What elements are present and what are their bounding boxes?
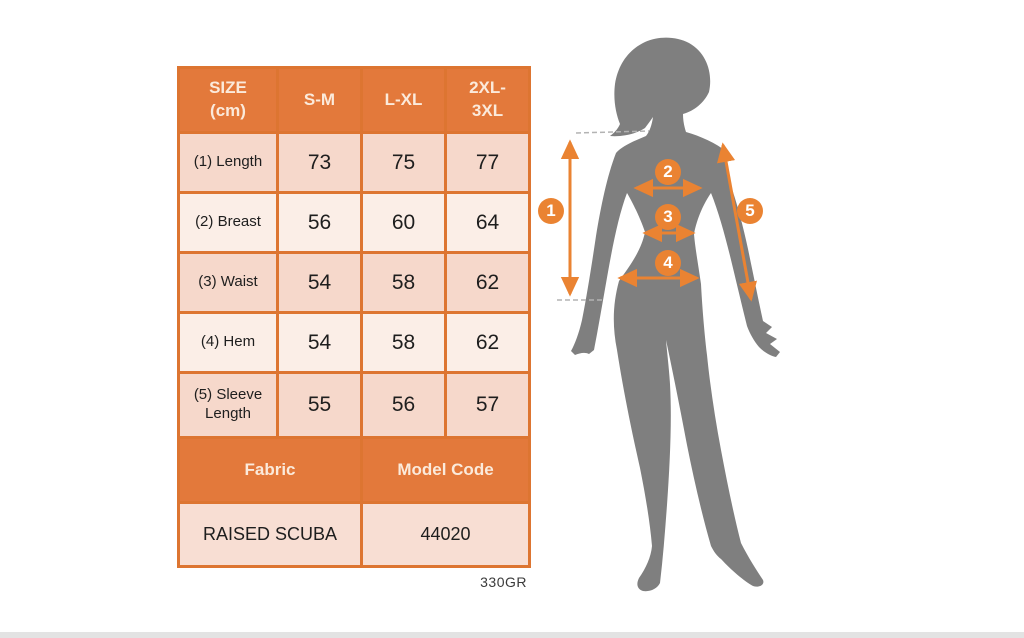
row-breast-lxl: 60: [363, 194, 444, 251]
row-breast-sm: 56: [279, 194, 360, 251]
fabric-weight-note: 330GR: [480, 574, 527, 590]
marker-4-hem: 4: [655, 250, 681, 276]
measure-arrow-sleeve: [717, 142, 757, 302]
footer-header-fabric: Fabric: [180, 439, 360, 501]
bottom-edge-bar: [0, 632, 1024, 638]
marker-5-sleeve: 5: [737, 198, 763, 224]
footer-model-code-value: 44020: [363, 504, 528, 565]
row-hem-2xl3xl: 62: [447, 314, 528, 371]
footer-header-model-code: Model Code: [363, 439, 528, 501]
row-length-sm: 73: [279, 134, 360, 191]
row-length-label: (1) Length: [180, 134, 276, 191]
row-waist-2xl3xl: 62: [447, 254, 528, 311]
header-s-m: S-M: [279, 69, 360, 131]
footer-fabric-value: RAISED SCUBA: [180, 504, 360, 565]
row-hem-lxl: 58: [363, 314, 444, 371]
marker-3-waist: 3: [655, 204, 681, 230]
row-sleeve-lxl: 56: [363, 374, 444, 436]
row-hem-label: (4) Hem: [180, 314, 276, 371]
header-l-xl: L-XL: [363, 69, 444, 131]
row-length-lxl: 75: [363, 134, 444, 191]
marker-2-breast: 2: [655, 159, 681, 185]
row-waist-sm: 54: [279, 254, 360, 311]
header-size-cm: SIZE (cm): [180, 69, 276, 131]
row-sleeve-label: (5) Sleeve Length: [180, 374, 276, 436]
marker-1-length: 1: [538, 198, 564, 224]
row-hem-sm: 54: [279, 314, 360, 371]
row-waist-label: (3) Waist: [180, 254, 276, 311]
size-table: SIZE (cm) S-M L-XL 2XL- 3XL (1) Length 7…: [177, 66, 531, 568]
header-2xl-3xl: 2XL- 3XL: [447, 69, 528, 131]
row-breast-label: (2) Breast: [180, 194, 276, 251]
row-sleeve-2xl3xl: 57: [447, 374, 528, 436]
row-waist-lxl: 58: [363, 254, 444, 311]
row-breast-2xl3xl: 64: [447, 194, 528, 251]
dashed-guide-top: [575, 130, 650, 134]
female-figure-silhouette: [571, 37, 780, 592]
row-sleeve-sm: 55: [279, 374, 360, 436]
row-length-2xl3xl: 77: [447, 134, 528, 191]
